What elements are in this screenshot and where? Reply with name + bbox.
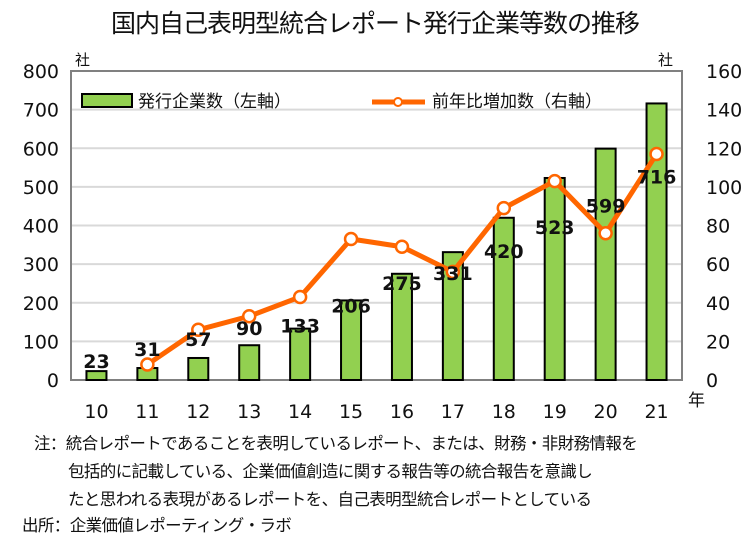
x-axis-tick: 13 xyxy=(237,401,261,423)
bar-data-label: 133 xyxy=(280,316,320,338)
line-point xyxy=(292,289,308,305)
right-axis-tick: 40 xyxy=(706,293,730,315)
x-axis-tick: 10 xyxy=(84,401,108,423)
bar-data-label: 23 xyxy=(83,351,109,373)
bar-data-label: 206 xyxy=(331,295,371,317)
right-axis-tick: 20 xyxy=(706,331,730,353)
x-axis-tick: 14 xyxy=(288,401,312,423)
legend-bar-label: 発行企業数（左軸） xyxy=(138,92,291,112)
bar-data-label: 57 xyxy=(185,329,211,351)
bar xyxy=(441,251,464,381)
left-axis-tick: 700 xyxy=(23,100,59,122)
line-point xyxy=(191,322,206,338)
line-point xyxy=(394,239,410,254)
bar xyxy=(594,147,617,381)
bar-data-label: 523 xyxy=(535,217,575,239)
bar-data-label: 90 xyxy=(236,318,262,340)
bar xyxy=(543,176,566,381)
line-point xyxy=(241,309,257,324)
x-axis-tick: 21 xyxy=(644,401,668,423)
x-axis-tick: 17 xyxy=(441,401,465,423)
left-axis-tick: 0 xyxy=(47,370,59,392)
legend-line-label: 前年比増加数（右軸） xyxy=(432,92,602,112)
right-axis-tick: 100 xyxy=(706,177,742,199)
right-axis-tick: 0 xyxy=(706,370,718,392)
legend-bar-swatch xyxy=(81,93,133,108)
x-axis-tick: 11 xyxy=(135,401,159,423)
bar xyxy=(238,344,261,381)
right-axis-tick: 60 xyxy=(706,254,730,276)
note-line-1: 注：統合レポートであることを表明しているレポート、または、財務・非財務情報を xyxy=(34,434,638,453)
bar xyxy=(492,216,515,381)
legend-line-marker xyxy=(393,97,403,107)
x-axis-unit: 年 xyxy=(688,391,705,411)
left-axis-tick: 200 xyxy=(23,293,59,315)
bar xyxy=(85,370,108,381)
note-line-3: たと思われる表現があるレポートを、自己表明型統合レポートとしている xyxy=(68,490,592,509)
line-point xyxy=(343,231,359,247)
bar xyxy=(645,102,668,381)
left-axis-tick: 500 xyxy=(23,177,59,199)
line-point xyxy=(445,264,461,280)
x-axis-tick: 18 xyxy=(492,401,516,423)
left-axis-tick: 400 xyxy=(23,216,59,238)
bar-data-label: 599 xyxy=(586,196,626,218)
left-axis-tick: 100 xyxy=(23,331,59,353)
left-axis-unit: 社 xyxy=(75,51,90,69)
bar xyxy=(187,356,210,382)
right-axis-tick: 140 xyxy=(706,100,742,122)
bar-data-label: 31 xyxy=(134,339,160,361)
line-point xyxy=(140,357,155,372)
bar-data-label: 331 xyxy=(433,263,473,285)
left-axis-tick: 800 xyxy=(23,61,59,83)
line-point xyxy=(496,200,512,216)
right-axis-tick: 120 xyxy=(706,138,742,160)
x-axis-tick: 19 xyxy=(543,401,567,423)
bar-data-label: 420 xyxy=(484,241,524,263)
bar xyxy=(390,272,413,381)
right-axis-tick: 80 xyxy=(706,216,730,238)
x-axis-tick: 20 xyxy=(594,401,618,423)
x-axis-tick: 16 xyxy=(390,401,414,423)
bar xyxy=(289,327,312,382)
left-axis-tick: 600 xyxy=(23,138,59,160)
plot-frame xyxy=(70,70,683,381)
line-point xyxy=(547,173,562,189)
note-line-2: 包括的に記載している、企業価値創造に関する報告等の統合報告を意識し xyxy=(68,462,593,481)
source-note: 出所：企業価値レポーティング・ラボ xyxy=(22,516,292,535)
right-axis-tick: 160 xyxy=(706,61,742,83)
x-axis-tick: 15 xyxy=(339,401,363,423)
right-axis-unit: 社 xyxy=(658,51,673,69)
line-point xyxy=(649,146,664,162)
line-point xyxy=(598,225,613,241)
bar-data-label: 716 xyxy=(637,166,677,188)
bar xyxy=(340,299,363,381)
left-axis-tick: 300 xyxy=(23,254,59,276)
bar-data-label: 275 xyxy=(382,273,422,295)
chart-title: 国内自己表明型統合レポート発行企業等数の推移 xyxy=(110,9,640,38)
x-axis-tick: 12 xyxy=(186,401,210,423)
